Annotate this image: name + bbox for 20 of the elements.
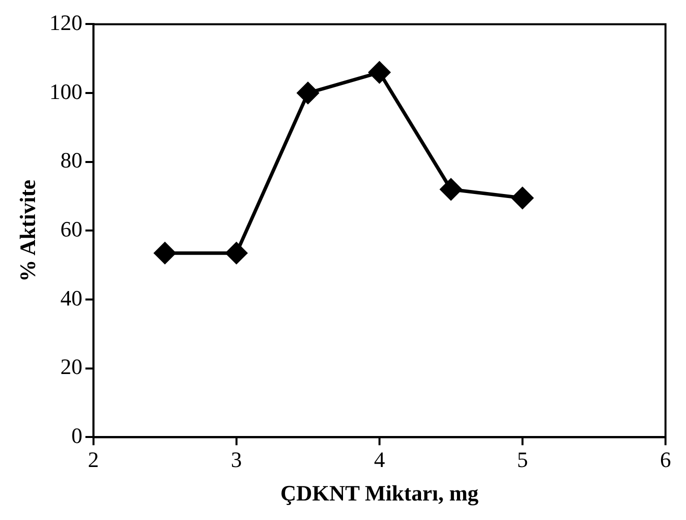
point xyxy=(440,178,462,200)
x-tick-label: 6 xyxy=(660,447,671,472)
point xyxy=(154,242,176,264)
y-axis-title: % Aktivite xyxy=(14,179,40,282)
y-tick-label: 40 xyxy=(60,285,82,310)
x-tick-label: 2 xyxy=(88,447,99,472)
y-tick-label: 80 xyxy=(60,148,82,173)
x-axis-title: ÇDKNT Miktarı, mg xyxy=(280,480,479,506)
y-tick-label: 0 xyxy=(71,422,82,448)
y-tick-label: 20 xyxy=(60,354,82,380)
point xyxy=(368,62,390,84)
y-tick-label: 120 xyxy=(49,10,82,35)
point xyxy=(512,187,534,209)
y-tick-label: 100 xyxy=(49,78,82,104)
x-tick-label: 5 xyxy=(516,447,528,472)
point xyxy=(226,242,248,264)
point xyxy=(297,82,319,104)
x-tick-label: 3 xyxy=(230,447,242,472)
x-tick-label: 4 xyxy=(374,447,385,472)
y-tick-label: 60 xyxy=(60,216,82,242)
